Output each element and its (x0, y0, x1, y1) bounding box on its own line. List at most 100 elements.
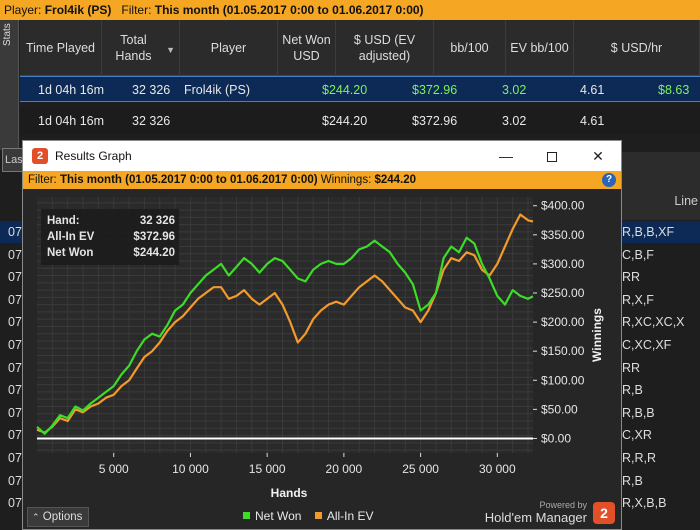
hand-row-line[interactable]: R,B,B,XF (622, 221, 700, 243)
options-button[interactable]: ⌃ Options (27, 507, 89, 527)
hand-row-line[interactable]: C,XC,XF (622, 338, 672, 352)
results-chart-svg: $0.00 $50.00 $100.00 $150.00 $200.00 $250.00 $… (36, 197, 604, 500)
stat-net-won-row: Net Won $244.20 (47, 245, 175, 261)
hand-row-line[interactable]: RR (622, 270, 641, 285)
y-tick-label: $350.00 (541, 228, 585, 242)
hand-row-line[interactable]: R,B,B (622, 405, 655, 420)
hand-row-date[interactable]: 07 (8, 338, 22, 352)
stats-tab-label: Stats (2, 23, 13, 46)
header-total-hands[interactable]: Total Hands ▼ (102, 20, 180, 76)
x-tick-label: 20 000 (326, 462, 363, 476)
cell-ev-bb100: 4.61 (580, 83, 605, 97)
header-net-won[interactable]: Net Won USD (278, 20, 336, 76)
hand-row-line[interactable]: C,XR (622, 428, 652, 443)
hand-row-date[interactable]: 07 (8, 292, 22, 307)
stats-row-summary[interactable]: 1d 04h 16m 32 326 $244.20 $372.96 3.02 4… (20, 108, 700, 134)
winnings-label: Winnings: (320, 174, 372, 186)
player-name[interactable]: Frol4ik (PS) (44, 3, 112, 17)
series-net-won-line (36, 236, 534, 435)
cell-ev-bb100: 4.61 (580, 114, 605, 128)
cell-bb100: 3.02 (502, 114, 527, 128)
stat-allin-ev-value: $372.96 (133, 231, 175, 243)
header-bb100[interactable]: bb/100 (434, 20, 506, 76)
hand-row-date[interactable]: 07 (0, 221, 22, 243)
hand-row-line[interactable]: R,R,R (622, 451, 657, 465)
hand-row-date[interactable]: 07 (8, 315, 22, 330)
maximize-button[interactable] (529, 141, 575, 171)
results-chart: $0.00 $50.00 $100.00 $150.00 $200.00 $250.00 $… (23, 189, 621, 529)
stats-row-player[interactable]: 1d 04h 16m 32 326 Frol4ik (PS) $244.20 $… (20, 76, 700, 102)
cell-usd-ev: $372.96 (412, 83, 458, 97)
stat-hand-value: 32 326 (139, 215, 175, 227)
header-usd-ev-adjusted[interactable]: $ USD (EV adjusted) (336, 20, 434, 76)
cell-time-played: 1d 04h 16m (38, 114, 105, 128)
hand-row-date[interactable]: 07 (8, 247, 22, 262)
y-tick-label: $100.00 (541, 373, 585, 387)
legend-item-net-won[interactable]: Net Won (243, 509, 301, 523)
header-line[interactable]: Line (674, 194, 698, 208)
window-title: Results Graph (55, 149, 132, 163)
minimize-button[interactable]: — (499, 148, 513, 164)
hand-row-date[interactable]: 07 (8, 496, 22, 511)
hm2-branding: Powered by Hold'em Manager 2 (485, 497, 615, 527)
help-icon[interactable]: ? (602, 173, 616, 187)
hand-row-date[interactable]: 07 (8, 473, 22, 488)
hand-row-date[interactable]: 07 (8, 360, 22, 375)
y-tick-label: $300.00 (541, 257, 585, 271)
cell-net-won: $244.20 (322, 83, 368, 97)
hand-row-line[interactable]: C,B,F (622, 247, 654, 262)
legend-swatch-net-won (243, 512, 250, 519)
x-tick-label: 25 000 (402, 462, 439, 476)
hand-row-date[interactable]: 07 (8, 428, 22, 443)
filter-value[interactable]: This month (01.05.2017 0:00 to 01.06.201… (154, 3, 424, 17)
legend-label-net-won: Net Won (255, 509, 302, 523)
stat-allin-ev-label: All-In EV (47, 231, 95, 243)
cell-net-won: $244.20 (322, 114, 368, 128)
header-total-hands-label: Total Hands (115, 33, 152, 63)
options-label: Options (42, 511, 83, 523)
hand-row-line[interactable]: R,XC,XC,X (622, 315, 685, 330)
header-player[interactable]: Player (180, 20, 278, 76)
y-axis-label: Winnings (590, 308, 604, 362)
graph-filter-label: Filter: (28, 174, 57, 186)
hand-row-line[interactable]: R,B (622, 383, 643, 398)
cell-time-played: 1d 04h 16m (38, 83, 105, 97)
maximize-icon (547, 152, 557, 162)
legend-label-allin-ev: All-In EV (326, 509, 374, 523)
x-tick-label: 30 000 (479, 462, 516, 476)
hand-row-line[interactable]: RR (622, 360, 641, 375)
hand-row-date[interactable]: 07 (8, 383, 22, 398)
close-button[interactable]: ✕ (592, 148, 604, 164)
hand-row-line[interactable]: R,B (622, 473, 643, 488)
hm2-app-icon: 2 (32, 148, 48, 164)
brand-name: Hold'em Manager (484, 510, 587, 525)
y-tick-label: $150.00 (541, 344, 585, 358)
hand-row-line[interactable]: R,X,F (622, 292, 654, 307)
header-ev-bb100[interactable]: EV bb/100 (506, 20, 574, 76)
x-axis-label: Hands (271, 486, 308, 500)
hand-row-date[interactable]: 07 (8, 451, 22, 465)
hand-row-date[interactable]: 07 (8, 270, 22, 285)
series-allin-ev-line (36, 213, 534, 434)
cell-total-hands: 32 326 (132, 114, 171, 128)
hand-row-date[interactable]: 07 (8, 405, 22, 420)
stats-side-tab[interactable]: Stats (0, 20, 19, 150)
sort-desc-icon: ▼ (166, 45, 175, 55)
graph-filter-value[interactable]: This month (01.05.2017 0:00 to 01.06.201… (59, 174, 318, 186)
header-time-played[interactable]: Time Played (20, 20, 102, 76)
chart-legend: Net Won All-In EV (243, 509, 384, 525)
cell-total-hands: 32 326 (132, 83, 171, 97)
stat-hand-label: Hand: (47, 215, 80, 227)
legend-item-allin-ev[interactable]: All-In EV (314, 509, 374, 523)
powered-by-text: Powered by (539, 500, 587, 510)
y-tick-label: $50.00 (541, 402, 578, 416)
hm2-logo-icon: 2 (593, 502, 615, 524)
player-label: Player: (4, 3, 42, 17)
stat-hand-row: Hand: 32 326 (47, 213, 175, 229)
hand-row-line[interactable]: R,X,B,B (622, 496, 667, 511)
legend-swatch-allin-ev (314, 512, 322, 519)
cell-bb100: 3.02 (502, 83, 527, 97)
window-titlebar[interactable]: 2 Results Graph — ✕ (23, 141, 621, 171)
header-usd-per-hr[interactable]: $ USD/hr (574, 20, 700, 76)
chevron-up-icon: ⌃ (32, 512, 40, 522)
